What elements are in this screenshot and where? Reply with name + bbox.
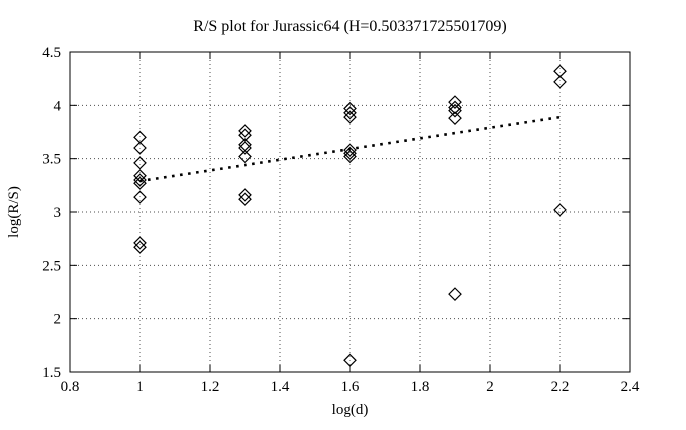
grid-layer	[70, 52, 630, 372]
y-tick-label: 4.5	[42, 45, 61, 61]
data-point-diamond	[238, 124, 252, 138]
x-tick-label: 1.2	[201, 379, 220, 395]
y-tick-label: 3	[54, 205, 62, 221]
tick-label-layer: 0.8 1 1.2 1.4 1.6 1.8 2 2.2 2.4 1.5 2 2.5 3 3.5 4 4.5	[42, 45, 640, 395]
data-point-diamond	[133, 176, 147, 191]
data-point-diamond	[343, 105, 357, 120]
data-point-diamond	[133, 240, 147, 255]
data-point-diamond	[448, 287, 462, 301]
x-tick-label: 2.2	[551, 379, 570, 395]
data-point-diamond	[553, 75, 567, 89]
data-point-diamond	[343, 146, 357, 161]
data-point-diamond	[343, 110, 357, 124]
x-axis-label: log(d)	[332, 402, 369, 418]
x-tick-label: 1.4	[271, 379, 290, 395]
y-tick-label: 3.5	[42, 152, 61, 168]
data-point-diamond	[133, 130, 147, 145]
x-tick-label: 1.6	[341, 379, 360, 395]
data-point-diamond	[238, 149, 252, 164]
y-axis-label: log(R/S)	[6, 186, 22, 238]
x-tick-label: 2.4	[621, 379, 640, 395]
y-tick-label: 4	[54, 98, 62, 114]
data-point-diamond	[133, 141, 147, 155]
data-point-diamond	[553, 203, 567, 217]
data-point-diamond	[133, 236, 147, 250]
x-tick-label: 2	[486, 379, 494, 395]
plot-frame-layer	[69, 51, 631, 373]
x-tick-label: 1.8	[411, 379, 430, 395]
data-point-diamond	[448, 111, 462, 125]
x-tick-label: 0.8	[61, 379, 80, 395]
data-point-diamond	[238, 188, 252, 202]
data-point-diamond	[448, 95, 462, 109]
data-point-diamond	[448, 103, 462, 118]
fit-line-layer	[139, 115, 561, 183]
data-point-diamond	[133, 190, 147, 204]
y-tick-label: 2.5	[42, 258, 61, 274]
y-tick-label: 1.5	[42, 365, 61, 381]
data-point-diamond	[343, 143, 357, 157]
data-point-diamond	[343, 101, 357, 116]
fit-line	[139, 115, 561, 183]
data-point-diamond	[133, 156, 147, 170]
data-points-layer	[133, 64, 567, 368]
data-point-diamond	[133, 173, 147, 187]
data-point-diamond	[238, 192, 252, 207]
x-tick-label: 1	[136, 379, 144, 395]
data-point-diamond	[343, 149, 357, 164]
y-tick-label: 2	[54, 312, 62, 328]
data-point-diamond	[133, 168, 147, 183]
data-point-diamond	[448, 100, 462, 115]
chart-title: R/S plot for Jurassic64 (H=0.50337172550…	[193, 18, 506, 35]
data-point-diamond	[553, 64, 567, 79]
data-point-diamond	[238, 141, 252, 155]
